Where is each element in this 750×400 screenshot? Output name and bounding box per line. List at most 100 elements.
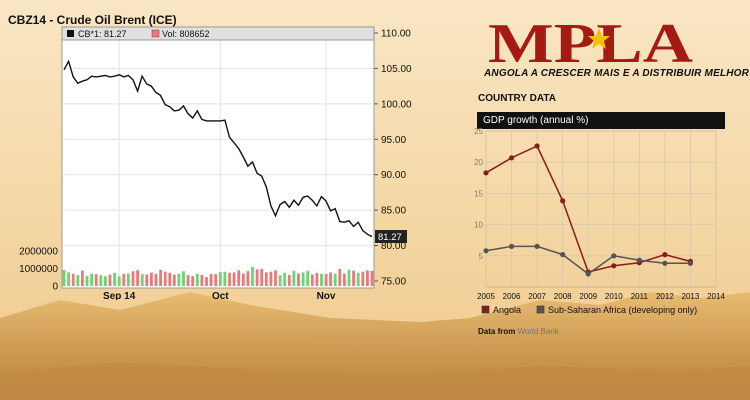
oil-volume-bar	[168, 272, 172, 286]
oil-volume-bar	[315, 272, 319, 286]
oil-volume-bar	[209, 273, 213, 286]
oil-volume-bar	[191, 276, 195, 286]
oil-volume-bar	[237, 270, 241, 286]
oil-volume-bar	[154, 273, 158, 286]
oil-volume-bar	[370, 270, 374, 286]
oil-volume-bar	[333, 273, 337, 286]
volume-y-tick-label: 0	[52, 282, 58, 293]
oil-y-tick-label: 75.00	[381, 277, 406, 288]
oil-volume-bar	[127, 273, 130, 286]
oil-volume-bar	[306, 270, 310, 286]
gdp-legend-swatch	[536, 305, 545, 314]
gdp-data-point	[662, 252, 668, 258]
oil-volume-bar	[324, 274, 328, 286]
gdp-x-tick-label: 2005	[477, 292, 495, 301]
oil-volume-bar	[251, 266, 254, 286]
gdp-data-point	[611, 253, 617, 259]
oil-y-tick-label: 105.00	[381, 64, 412, 75]
oil-volume-bar	[200, 274, 204, 286]
oil-volume-bar	[338, 269, 342, 286]
oil-volume-bar	[195, 273, 199, 286]
oil-volume-bar	[182, 271, 185, 286]
volume-legend-swatch	[151, 29, 160, 38]
oil-volume-bar	[278, 275, 282, 286]
star-icon	[588, 28, 610, 49]
oil-volume-bar	[283, 272, 287, 286]
oil-volume-bar	[366, 270, 369, 286]
oil-volume-bar	[274, 270, 277, 286]
gdp-data-point	[483, 170, 489, 176]
data-source: Data from World Bank	[478, 327, 559, 336]
oil-volume-bar	[356, 272, 360, 286]
oil-y-tick-label: 110.00	[381, 29, 411, 40]
oil-y-tick-label: 90.00	[381, 170, 406, 181]
oil-volume-bar	[228, 272, 231, 286]
oil-volume-bar	[71, 274, 75, 286]
gdp-data-point	[636, 257, 642, 263]
gdp-data-point	[534, 243, 540, 249]
country-data-heading: COUNTRY DATA	[478, 93, 556, 104]
gdp-x-tick-label: 2012	[656, 292, 674, 301]
oil-volume-bar	[264, 272, 268, 286]
oil-volume-bar	[81, 270, 84, 286]
oil-volume-bar	[99, 275, 103, 286]
gdp-growth-chart: 5 10 15 20 25 2005 2006 2007 2008 2009 2010 2011 20…	[474, 127, 725, 315]
gdp-data-point	[509, 243, 515, 249]
oil-volume-bar	[214, 274, 218, 286]
gdp-x-tick-label: 2008	[554, 292, 572, 301]
gdp-legend-label: Sub-Saharan Africa (developing only)	[548, 305, 697, 315]
gdp-data-point	[534, 143, 540, 149]
oil-volume-bar	[76, 275, 80, 286]
oil-plot-area	[61, 26, 375, 289]
price-legend-label: CB*1: 81.27	[78, 29, 127, 39]
oil-chart-title: CBZ14 - Crude Oil Brent (ICE)	[8, 13, 177, 27]
gdp-title-bar	[477, 112, 725, 129]
oil-volume-bar	[329, 272, 332, 286]
volume-y-tick-label: 2000000	[19, 247, 58, 258]
gdp-y-tick-label: 5	[479, 252, 484, 261]
gdp-x-tick-label: 2007	[528, 292, 546, 301]
data-source-prefix: Data from	[478, 327, 516, 336]
gdp-x-tick-label: 2009	[579, 292, 597, 301]
oil-volume-bar	[297, 273, 300, 286]
oil-volume-bar	[104, 276, 107, 286]
gdp-x-tick-label: 2011	[631, 292, 649, 301]
gdp-data-point	[611, 263, 617, 269]
gdp-y-tick-label: 25	[474, 127, 483, 136]
gdp-data-point	[509, 155, 515, 161]
oil-volume-bar	[310, 274, 314, 286]
oil-x-tick-label: Oct	[212, 291, 229, 300]
oil-x-tick-label: Nov	[317, 291, 336, 300]
gdp-legend-label: Angola	[493, 305, 521, 315]
mpla-logo-text: MPLA	[488, 14, 694, 68]
oil-volume-bar	[113, 272, 116, 286]
volume-legend-label: Vol: 808652	[162, 29, 210, 39]
oil-volume-bar	[140, 274, 144, 286]
oil-volume-bar	[301, 272, 305, 286]
oil-volume-bar	[241, 273, 245, 286]
oil-volume-bar	[269, 271, 273, 286]
oil-volume-bar	[260, 269, 264, 286]
oil-volume-bar	[223, 271, 227, 286]
oil-volume-bar	[94, 274, 98, 286]
gdp-data-point	[560, 198, 566, 204]
oil-volume-bar	[136, 270, 139, 286]
gdp-chart-title: GDP growth (annual %)	[483, 115, 589, 126]
oil-volume-bar	[172, 274, 176, 286]
oil-volume-bar	[117, 276, 121, 286]
oil-volume-bar	[292, 270, 296, 286]
gdp-y-tick-label: 15	[474, 189, 483, 198]
oil-volume-bar	[150, 272, 153, 286]
gdp-data-point	[560, 252, 566, 258]
gdp-y-tick-label: 20	[474, 158, 483, 167]
gdp-x-tick-label: 2013	[682, 292, 700, 301]
last-price-box	[375, 230, 407, 243]
data-source-link[interactable]: World Bank	[517, 327, 559, 336]
oil-price-chart: 110.00 105.00 100.00 95.00 90.00 85.00 80.00 75…	[19, 26, 412, 300]
oil-volume-bar	[320, 273, 323, 286]
oil-volume-bar	[122, 274, 126, 286]
oil-x-tick-label: Sep 14	[103, 291, 136, 300]
gdp-legend-swatch	[481, 305, 490, 314]
oil-volume-bar	[287, 274, 291, 286]
